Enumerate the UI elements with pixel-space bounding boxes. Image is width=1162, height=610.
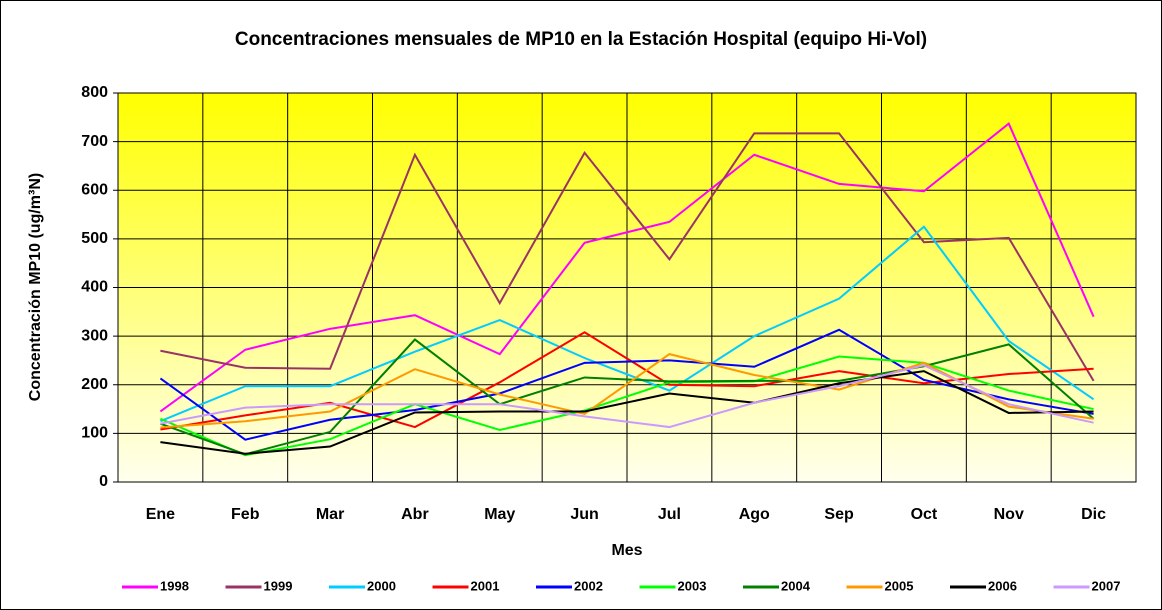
y-tick-label: 600 bbox=[81, 181, 108, 198]
y-tick-label: 0 bbox=[99, 473, 108, 490]
legend-label: 2006 bbox=[988, 578, 1017, 593]
series-line bbox=[159, 122, 1095, 413]
x-tick-label: Abr bbox=[401, 506, 429, 523]
y-axis-label: Concentración MP10 (ug/m³N) bbox=[27, 173, 44, 401]
x-tick-label: Nov bbox=[994, 506, 1024, 523]
y-tick-label: 700 bbox=[81, 133, 108, 150]
x-tick-label: Feb bbox=[231, 506, 260, 523]
legend-label: 2001 bbox=[471, 578, 500, 593]
x-tick-label: Ago bbox=[739, 506, 770, 523]
y-tick-label: 200 bbox=[81, 376, 108, 393]
legend-label: 2004 bbox=[781, 578, 811, 593]
series-line bbox=[160, 370, 1094, 455]
x-tick-label: Dic bbox=[1081, 506, 1106, 523]
legend-label: 2002 bbox=[574, 578, 603, 593]
y-tick-label: 800 bbox=[81, 84, 108, 101]
series-line bbox=[160, 338, 1095, 456]
x-tick-label: Ene bbox=[146, 506, 175, 523]
series-line bbox=[160, 353, 1094, 429]
series-line bbox=[159, 328, 1094, 441]
legend-label: 2003 bbox=[678, 578, 707, 593]
x-tick-label: May bbox=[484, 506, 515, 523]
x-axis-label: Mes bbox=[611, 542, 642, 559]
series-line bbox=[160, 132, 1095, 382]
series-line bbox=[160, 355, 1094, 457]
y-tick-label: 100 bbox=[81, 425, 108, 442]
x-tick-label: Mar bbox=[316, 506, 344, 523]
chart-title: Concentraciones mensuales de MP10 en la … bbox=[235, 29, 927, 50]
x-tick-label: Sep bbox=[824, 506, 854, 523]
y-tick-label: 500 bbox=[81, 230, 108, 247]
series-line bbox=[160, 364, 1094, 429]
legend-label: 2000 bbox=[367, 578, 396, 593]
legend-label: 2007 bbox=[1092, 578, 1121, 593]
legend-label: 1999 bbox=[264, 578, 293, 593]
series-line bbox=[160, 225, 1095, 423]
y-tick-label: 400 bbox=[81, 279, 108, 296]
legend-label: 1998 bbox=[160, 578, 189, 593]
x-tick-label: Oct bbox=[911, 506, 938, 523]
y-tick-label: 300 bbox=[81, 327, 108, 344]
x-tick-label: Jul bbox=[658, 506, 681, 523]
legend-label: 2005 bbox=[885, 578, 914, 593]
x-tick-label: Jun bbox=[570, 506, 598, 523]
